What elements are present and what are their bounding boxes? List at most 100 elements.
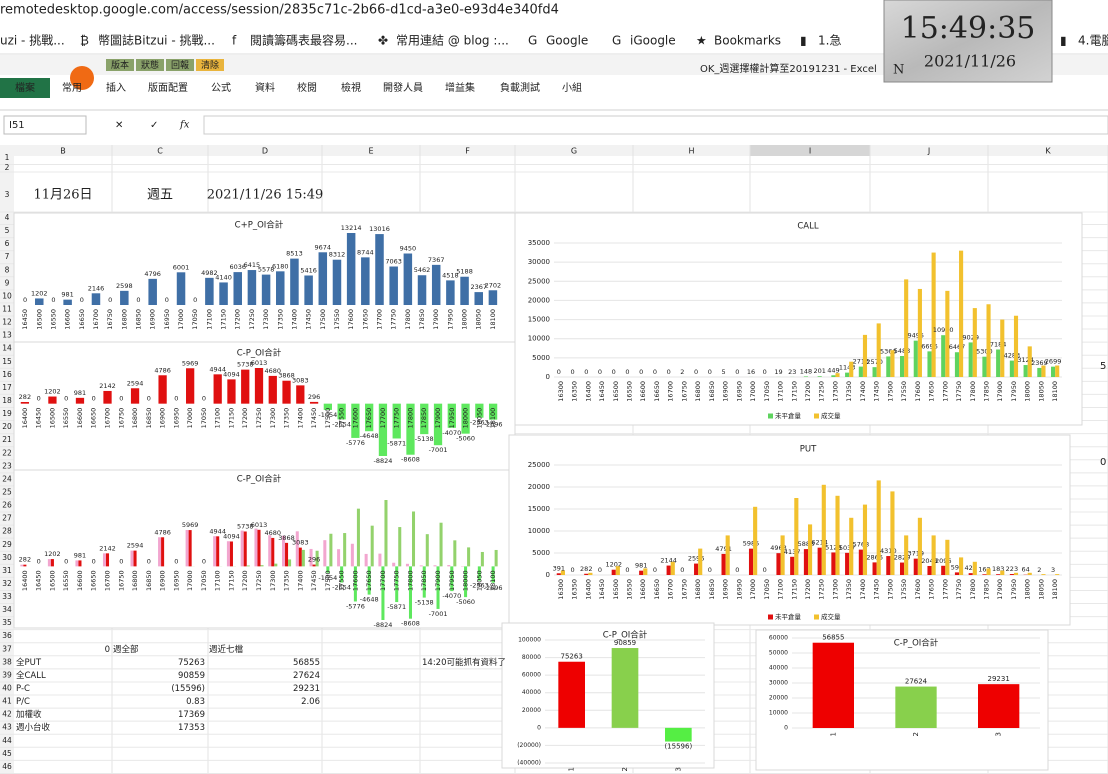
- category-label: 17850: [982, 381, 990, 402]
- bookmark[interactable]: 1.急: [818, 33, 841, 48]
- net-bar: [133, 550, 137, 567]
- data-label: 296: [308, 556, 320, 564]
- data-label: 6013: [251, 521, 268, 529]
- bar: [205, 277, 214, 305]
- category-label: 17550: [900, 381, 908, 402]
- data-label: 981: [61, 291, 73, 299]
- data-label: 4518: [442, 271, 459, 279]
- data-label: 2596: [688, 555, 705, 563]
- bookmark[interactable]: Google: [546, 34, 588, 48]
- data-label: 201: [813, 367, 825, 375]
- tab[interactable]: 小組: [562, 81, 582, 94]
- put-bar: [268, 535, 272, 567]
- data-label: 2142: [99, 544, 116, 552]
- category-label: 17300: [831, 381, 839, 402]
- bar: [959, 250, 964, 377]
- category-label: 17400: [296, 570, 304, 591]
- data-label: -4070: [442, 592, 461, 600]
- bookmark[interactable]: uzi - 挑戰...: [0, 34, 65, 48]
- data-label: 9495: [908, 332, 925, 340]
- cell: (15596): [171, 684, 205, 694]
- data-label: 3868: [278, 534, 295, 542]
- bar: [876, 323, 881, 377]
- data-label: -4070: [442, 429, 461, 437]
- bar: [895, 686, 937, 728]
- call-bar: [453, 540, 457, 567]
- category-label: 17650: [361, 309, 369, 330]
- data-label: 2699: [1045, 358, 1062, 366]
- toolbar-button[interactable]: [136, 59, 164, 71]
- tab[interactable]: 負載測試: [500, 81, 540, 94]
- data-label: 0: [625, 566, 629, 574]
- category-label: 17200: [234, 309, 242, 330]
- bookmark[interactable]: iGoogle: [630, 34, 676, 48]
- name-box-text[interactable]: I51: [9, 120, 25, 131]
- tab[interactable]: 插入: [106, 81, 126, 94]
- tab-file[interactable]: [0, 78, 50, 98]
- data-label: 5738: [237, 361, 254, 369]
- bar: [461, 403, 470, 434]
- data-label: 2369: [1031, 359, 1048, 367]
- bar: [917, 288, 922, 377]
- category-label: 17150: [227, 408, 235, 429]
- formula-bar[interactable]: [203, 115, 1108, 135]
- toolbar-label[interactable]: 清除: [201, 59, 219, 71]
- category-label: 16600: [64, 309, 72, 330]
- fx-button[interactable]: fx: [179, 120, 190, 131]
- category-label: 16950: [172, 408, 180, 429]
- row-number: 24: [2, 474, 12, 483]
- category-label: 16550: [626, 381, 634, 402]
- column-letter: C: [157, 147, 163, 156]
- bar: [611, 569, 616, 575]
- row-number: 27: [2, 514, 12, 523]
- bookmark[interactable]: 幣圖誌Bitzui - 挑戰...: [98, 33, 215, 48]
- bar: [309, 401, 319, 404]
- data-label: -8608: [401, 620, 420, 628]
- tab[interactable]: 公式: [211, 81, 231, 94]
- data-label: 0: [193, 296, 197, 304]
- category-label: 16750: [117, 570, 125, 591]
- bookmark[interactable]: 4.電腦: [1078, 33, 1108, 48]
- toolbar-label[interactable]: 版本: [111, 59, 129, 71]
- category-label: 16600: [639, 579, 647, 600]
- toolbar-label[interactable]: 回報: [171, 60, 189, 71]
- category-label: 17150: [220, 309, 228, 330]
- toolbar-label[interactable]: 狀態: [141, 59, 159, 71]
- data-label: 4137: [784, 548, 801, 556]
- data-label: -7001: [429, 446, 448, 454]
- bar: [1055, 574, 1060, 575]
- address-bar[interactable]: [0, 0, 1108, 22]
- toolbar-button[interactable]: [106, 59, 134, 71]
- row-number: 35: [2, 618, 12, 627]
- category-label: 16700: [104, 408, 112, 429]
- bar: [91, 293, 101, 305]
- tab[interactable]: 版面配置: [148, 81, 188, 94]
- name-box[interactable]: [3, 115, 87, 135]
- category-label: 16500: [612, 381, 620, 402]
- category-label: 16400: [584, 579, 592, 600]
- tab[interactable]: 增益集: [445, 81, 475, 94]
- net-bar: [257, 529, 261, 567]
- tab[interactable]: 檔案: [15, 81, 35, 94]
- legend-swatch: [814, 413, 819, 419]
- tab[interactable]: 常用: [62, 81, 82, 94]
- tab[interactable]: 開發人員: [383, 81, 423, 94]
- toolbar-button[interactable]: [196, 59, 224, 71]
- bookmark[interactable]: 閱讀籌碼表最容易...: [250, 33, 357, 48]
- row-number: 6: [5, 239, 10, 248]
- enter-icon[interactable]: ✓: [150, 120, 158, 131]
- data-label: 5: [721, 368, 725, 376]
- bookmark[interactable]: Bookmarks: [714, 34, 781, 48]
- bar: [831, 552, 836, 575]
- tab[interactable]: 校閱: [297, 81, 317, 94]
- category-label: 16850: [145, 408, 153, 429]
- call-bar: [425, 534, 429, 567]
- bookmark[interactable]: 常用連結 @ blog :...: [396, 34, 509, 48]
- url[interactable]: remotedesktop.google.com/access/session/…: [0, 3, 559, 18]
- tab[interactable]: 檢視: [341, 81, 361, 94]
- chart-frame: [501, 622, 715, 769]
- tab[interactable]: 資料: [255, 81, 275, 94]
- cell: 週近七檔: [209, 644, 244, 655]
- cancel-icon[interactable]: ✕: [115, 120, 123, 131]
- toolbar-button[interactable]: [166, 59, 194, 71]
